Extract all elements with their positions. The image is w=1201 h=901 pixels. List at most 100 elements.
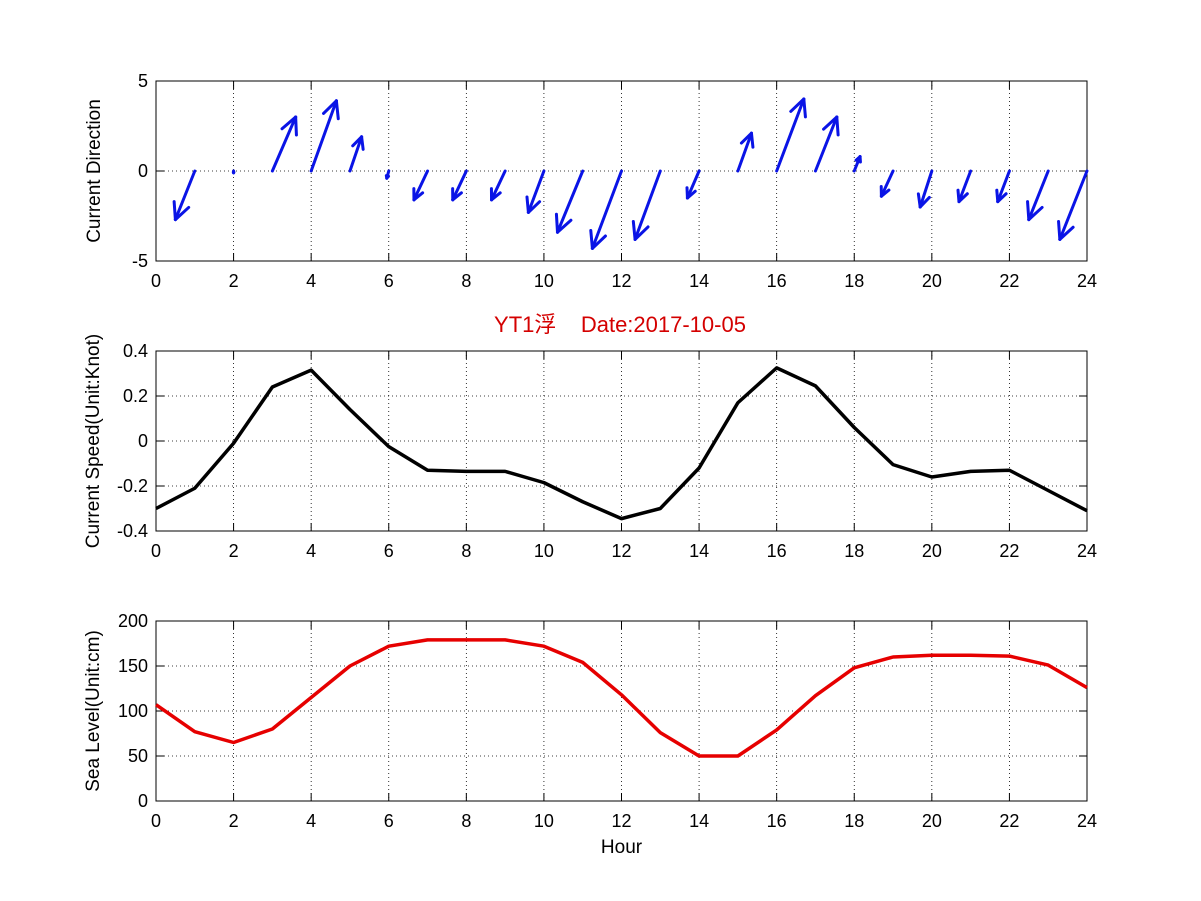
- arrow-shaft: [490, 169, 507, 202]
- arrow-shaft: [685, 169, 701, 200]
- arrow-head: [631, 219, 637, 241]
- arrow-shaft: [173, 169, 197, 222]
- current-direction-arrow: [1057, 169, 1089, 241]
- current-direction-xtick-label: 12: [611, 271, 631, 291]
- arrow-head: [173, 205, 191, 222]
- current-direction-arrow: [813, 115, 840, 173]
- arrow-head: [739, 131, 753, 145]
- sea-level-xtick-label: 16: [767, 811, 787, 831]
- sea-level-xtick-label: 4: [306, 811, 316, 831]
- arrow-head: [554, 212, 559, 234]
- current-direction-ytick-label: 5: [138, 71, 148, 91]
- arrow-head: [996, 192, 1008, 204]
- arrow-head: [685, 189, 697, 200]
- current-speed-xtick-label: 10: [534, 541, 554, 561]
- arrow-head: [280, 115, 298, 131]
- current-direction-arrow: [589, 169, 623, 250]
- sea-level-xtick-label: 2: [229, 811, 239, 831]
- arrow-head: [789, 97, 806, 113]
- arrow-shaft: [775, 97, 806, 173]
- current-direction-xtick-label: 14: [689, 271, 709, 291]
- current-speed-xtick-label: 0: [151, 541, 161, 561]
- sea-level-ytick-label: 0: [138, 791, 148, 811]
- current-speed-xtick-label: 20: [922, 541, 942, 561]
- arrow-head: [526, 200, 542, 214]
- sea-level-ytick-label: 50: [128, 746, 148, 766]
- sea-level-xtick-label: 8: [461, 811, 471, 831]
- arrow-head: [916, 192, 922, 209]
- arrow-shaft: [309, 99, 338, 173]
- arrow-head: [351, 135, 364, 148]
- current-speed-ytick-label: -0.4: [117, 521, 148, 541]
- arrow-head: [360, 135, 365, 151]
- current-direction-arrow: [172, 169, 197, 222]
- arrow-head: [172, 200, 177, 222]
- arrow-shaft: [451, 169, 468, 202]
- sea-level-plot-area: [156, 621, 1087, 801]
- current-speed-xtick-label: 16: [767, 541, 787, 561]
- arrow-head: [1058, 225, 1075, 241]
- sea-level-xtick-label: 0: [151, 811, 161, 831]
- arrow-shaft: [736, 131, 753, 173]
- current-direction-arrow: [685, 169, 701, 200]
- arrow-head: [589, 228, 594, 250]
- current-speed-xtick-label: 14: [689, 541, 709, 561]
- arrow-shaft: [348, 135, 364, 173]
- arrow-head: [633, 225, 650, 241]
- arrow-head: [802, 97, 807, 119]
- current-direction-xtick-label: 20: [922, 271, 942, 291]
- current-direction-arrow: [852, 155, 862, 173]
- current-direction-arrow: [270, 115, 298, 173]
- sea-level-xtick-label: 10: [534, 811, 554, 831]
- current-speed-xtick-label: 18: [844, 541, 864, 561]
- arrow-head: [385, 174, 391, 180]
- current-direction-arrow: [1026, 169, 1050, 222]
- current-direction-ytick-label: -5: [132, 251, 148, 271]
- arrow-head: [451, 191, 463, 202]
- arrow-head: [854, 155, 862, 162]
- arrow-head: [749, 131, 755, 149]
- current-speed-xtick-label: 12: [611, 541, 631, 561]
- current-speed-panel: 0 2 4 6 8 10 12 14 16 18 20 22 24-0.4-0.200.20.4Curr…: [83, 334, 1097, 561]
- current-direction-arrow: [879, 169, 895, 198]
- current-direction-arrow: [384, 169, 391, 180]
- current-direction-arrow: [231, 169, 236, 175]
- arrow-head: [1027, 205, 1044, 222]
- sea-level-xtick-label: 22: [999, 811, 1019, 831]
- current-direction-xtick-label: 6: [384, 271, 394, 291]
- arrow-head: [957, 192, 969, 204]
- current-direction-arrow: [775, 97, 807, 173]
- current-speed-ytick-label: 0: [138, 431, 148, 451]
- arrow-head: [294, 115, 298, 137]
- current-speed-xtick-label: 8: [461, 541, 471, 561]
- arrow-head: [490, 191, 502, 202]
- current-direction-arrow: [631, 169, 662, 241]
- current-direction-ylabel: Current Direction: [84, 99, 105, 243]
- current-direction-xtick-label: 22: [999, 271, 1019, 291]
- sea-level-xtick-label: 14: [689, 811, 709, 831]
- arrow-head: [1057, 219, 1062, 241]
- current-direction-arrow: [995, 169, 1011, 204]
- arrow-head: [412, 191, 425, 202]
- sea-level-xtick-label: 24: [1077, 811, 1097, 831]
- current-direction-arrow: [554, 169, 585, 234]
- current-direction-xtick-label: 18: [844, 271, 864, 291]
- sea-level-ytick-label: 150: [118, 656, 148, 676]
- current-speed-ytick-label: 0.4: [123, 341, 148, 361]
- current-direction-ytick-label: 0: [138, 161, 148, 181]
- current-direction-xtick-label: 10: [534, 271, 554, 291]
- arrow-shaft: [555, 169, 585, 234]
- sea-level-ytick-label: 100: [118, 701, 148, 721]
- arrow-head: [322, 99, 338, 115]
- sea-level-xtick-label: 20: [922, 811, 942, 831]
- sea-level-axes-box: [155, 620, 1088, 802]
- current-speed-ylabel: Current Speed(Unit:Knot): [83, 334, 104, 548]
- arrow-head: [555, 218, 573, 234]
- arrow-shaft: [996, 169, 1011, 204]
- current-direction-xtick-label: 0: [151, 271, 161, 291]
- current-speed-xtick-label: 22: [999, 541, 1019, 561]
- current-direction-xtick-label: 24: [1077, 271, 1097, 291]
